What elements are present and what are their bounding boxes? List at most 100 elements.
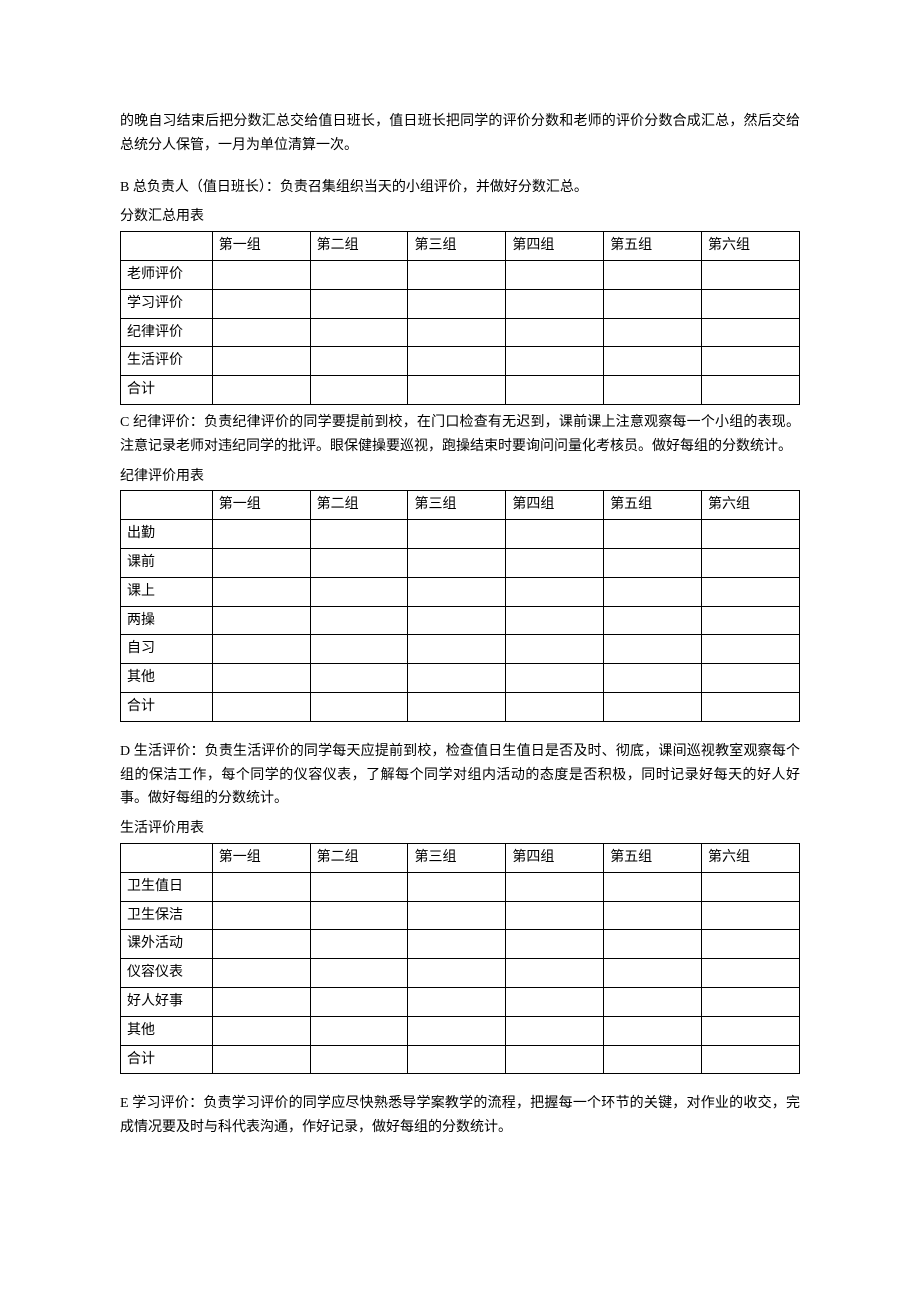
cell [212,635,310,664]
cell [604,577,702,606]
header-col: 第一组 [212,232,310,261]
row-label: 课外活动 [121,930,213,959]
cell [506,289,604,318]
table-row: 课上 [121,577,800,606]
cell [702,318,800,347]
cell [310,520,408,549]
cell [506,930,604,959]
cell [408,1016,506,1045]
row-label: 课前 [121,548,213,577]
table-row: 其他 [121,664,800,693]
cell [212,930,310,959]
cell [310,606,408,635]
cell [604,635,702,664]
cell [604,548,702,577]
cell [310,577,408,606]
cell [506,959,604,988]
cell [506,376,604,405]
cell [702,692,800,721]
cell [702,635,800,664]
cell [212,692,310,721]
cell [408,577,506,606]
header-col: 第二组 [310,491,408,520]
cell [212,260,310,289]
cell [506,347,604,376]
header-col: 第五组 [604,232,702,261]
cell [506,520,604,549]
cell [702,520,800,549]
row-label: 卫生保洁 [121,901,213,930]
cell [310,901,408,930]
cell [506,1045,604,1074]
table-row: 好人好事 [121,987,800,1016]
cell [604,959,702,988]
table-row: 仪容仪表 [121,959,800,988]
cell [310,260,408,289]
row-label: 生活评价 [121,347,213,376]
row-label: 自习 [121,635,213,664]
cell [212,520,310,549]
cell [506,318,604,347]
section-c-heading: C 纪律评价：负责纪律评价的同学要提前到校，在门口检查有无迟到，课前课上注意观察… [120,411,800,459]
cell [604,1016,702,1045]
cell [310,959,408,988]
cell [702,548,800,577]
header-col: 第四组 [506,232,604,261]
cell [310,872,408,901]
cell [408,901,506,930]
discipline-table: 第一组 第二组 第三组 第四组 第五组 第六组 出勤 课前 课上 两操 自习 其… [120,490,800,721]
cell [310,987,408,1016]
cell [506,872,604,901]
cell [604,318,702,347]
cell [408,664,506,693]
header-col: 第二组 [310,843,408,872]
cell [506,1016,604,1045]
cell [408,318,506,347]
table-row: 两操 [121,606,800,635]
cell [604,347,702,376]
cell [702,347,800,376]
table-row: 卫生保洁 [121,901,800,930]
cell [212,376,310,405]
row-label: 合计 [121,376,213,405]
cell [212,1045,310,1074]
header-col: 第三组 [408,491,506,520]
table-row: 课外活动 [121,930,800,959]
table-row: 其他 [121,1016,800,1045]
table-row: 学习评价 [121,289,800,318]
cell [506,901,604,930]
cell [310,635,408,664]
cell [506,664,604,693]
cell [408,872,506,901]
table-header-row: 第一组 第二组 第三组 第四组 第五组 第六组 [121,843,800,872]
cell [702,577,800,606]
cell [212,664,310,693]
section-e-heading: E 学习评价：负责学习评价的同学应尽快熟悉导学案教学的流程，把握每一个环节的关键… [120,1092,800,1140]
cell [604,376,702,405]
cell [702,1045,800,1074]
row-label: 仪容仪表 [121,959,213,988]
cell [702,987,800,1016]
row-label: 其他 [121,1016,213,1045]
cell [408,635,506,664]
header-blank [121,843,213,872]
intro-paragraph: 的晚自习结束后把分数汇总交给值日班长，值日班长把同学的评价分数和老师的评价分数合… [120,110,800,158]
cell [310,347,408,376]
cell [212,872,310,901]
cell [310,1045,408,1074]
section-b-heading: B 总负责人（值日班长）：负责召集组织当天的小组评价，并做好分数汇总。 [120,176,800,200]
cell [408,548,506,577]
table-header-row: 第一组 第二组 第三组 第四组 第五组 第六组 [121,232,800,261]
header-col: 第四组 [506,843,604,872]
cell [702,930,800,959]
table-d-title: 生活评价用表 [120,817,800,841]
table-row: 合计 [121,376,800,405]
cell [702,260,800,289]
row-label: 学习评价 [121,289,213,318]
cell [212,987,310,1016]
table-row: 纪律评价 [121,318,800,347]
header-col: 第六组 [702,491,800,520]
header-blank [121,232,213,261]
table-row: 合计 [121,692,800,721]
header-col: 第四组 [506,491,604,520]
